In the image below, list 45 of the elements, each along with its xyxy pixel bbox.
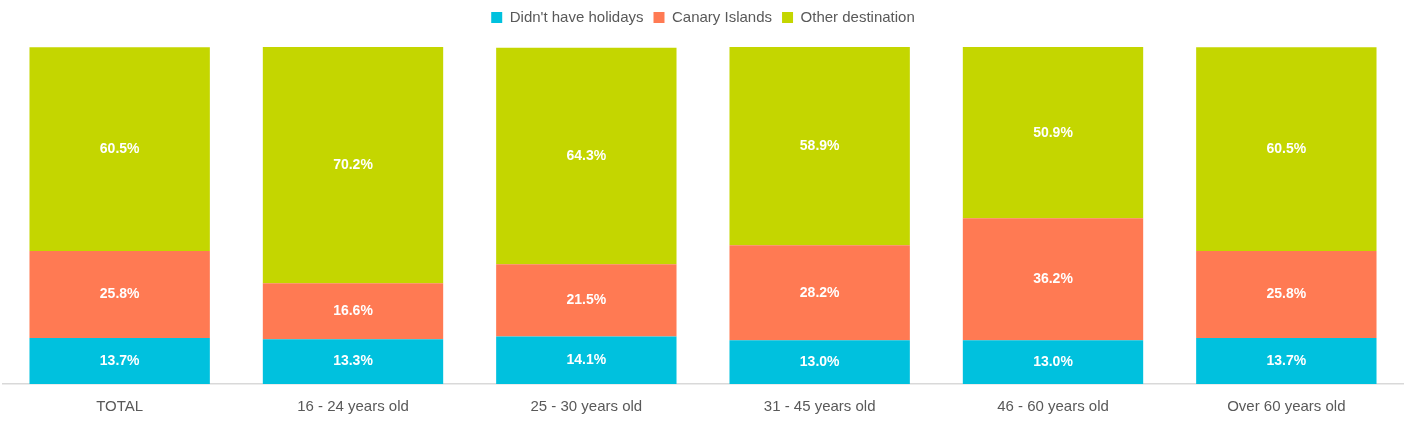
bar: [729, 340, 910, 384]
bar: [729, 245, 910, 341]
bar: [496, 47, 677, 265]
x-tick-label: TOTAL: [96, 397, 144, 415]
x-tick-label: 16 - 24 years old: [297, 397, 409, 415]
x-tick-label: 31 - 45 years old: [763, 397, 876, 415]
bar: [29, 337, 210, 384]
data-label: 21.5%: [566, 291, 607, 308]
bar: [1196, 251, 1377, 338]
bar: [729, 47, 910, 246]
bar: [262, 47, 444, 284]
data-label: 60.5%: [1266, 140, 1307, 157]
bar: [962, 218, 1144, 341]
bar: [29, 47, 210, 252]
data-label: 50.9%: [1033, 123, 1074, 140]
legend-label: Other destination: [800, 7, 915, 25]
data-label: 60.5%: [99, 140, 141, 157]
bar: [496, 264, 677, 337]
data-label: 13.7%: [1266, 351, 1307, 368]
data-label: 16.6%: [333, 302, 374, 319]
data-label: 28.2%: [799, 283, 841, 300]
x-tick-label: 25 - 30 years old: [530, 397, 643, 415]
x-tick-label: 46 - 60 years old: [997, 397, 1109, 415]
bar: [262, 283, 444, 340]
bar: [1196, 47, 1377, 252]
legend-label: Canary Islands: [672, 7, 773, 25]
data-label: 14.1%: [566, 351, 607, 368]
legend-label: Didn't have holidays: [509, 7, 644, 25]
bar: [962, 47, 1144, 219]
data-label: 13.7%: [99, 351, 141, 368]
data-label: 25.8%: [99, 285, 141, 302]
x-tick-label: Over 60 years old: [1227, 397, 1346, 415]
data-label: 64.3%: [566, 146, 607, 163]
data-label: 25.8%: [1266, 285, 1307, 302]
bar: [262, 339, 444, 384]
data-label: 58.9%: [799, 137, 841, 154]
data-label: 13.3%: [333, 352, 374, 369]
data-label: 70.2%: [333, 156, 374, 173]
bar: [962, 340, 1144, 384]
data-label: 13.0%: [1033, 352, 1074, 369]
bar: [496, 336, 677, 384]
bar: [29, 251, 210, 338]
bar: [1196, 337, 1377, 384]
data-label: 36.2%: [1033, 270, 1074, 287]
data-label: 13.0%: [799, 352, 841, 369]
